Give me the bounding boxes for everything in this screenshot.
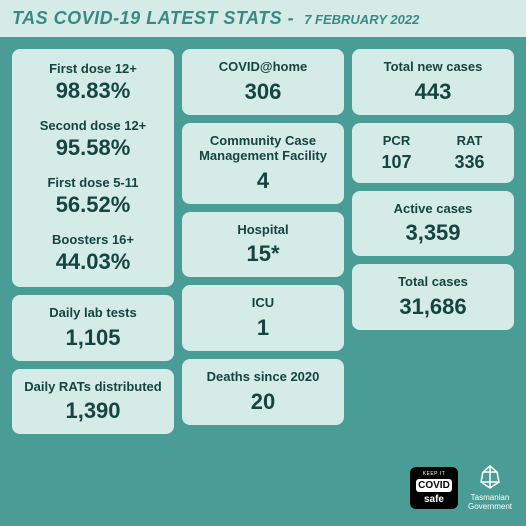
icu-label: ICU (190, 295, 336, 311)
total-cases-card: Total cases 31,686 (352, 264, 514, 330)
header: TAS COVID-19 LATEST STATS - 7 FEBRUARY 2… (0, 0, 526, 37)
tasmania-icon (475, 464, 505, 490)
pcr-value: 107 (381, 152, 411, 173)
new-cases-card: Total new cases 443 (352, 49, 514, 115)
icu-card: ICU 1 (182, 285, 344, 351)
pcr-label: PCR (381, 133, 411, 148)
lab-tests-value: 1,105 (20, 325, 166, 351)
ccmf-card: Community Case Management Facility 4 (182, 123, 344, 204)
covid-text: COVID (416, 479, 452, 492)
new-cases-value: 443 (360, 79, 506, 105)
rats-value: 1,390 (20, 398, 166, 424)
deaths-value: 20 (190, 389, 336, 415)
boosters-label: Boosters 16+ (20, 232, 166, 247)
covid-home-card: COVID@home 306 (182, 49, 344, 115)
column-2: COVID@home 306 Community Case Management… (182, 49, 344, 434)
ccmf-value: 4 (190, 168, 336, 194)
hospital-label: Hospital (190, 222, 336, 238)
first-dose-5-value: 56.52% (20, 192, 166, 218)
boosters: Boosters 16+ 44.03% (20, 232, 166, 275)
first-dose-12-label: First dose 12+ (20, 61, 166, 76)
hospital-card: Hospital 15* (182, 212, 344, 278)
total-cases-label: Total cases (360, 274, 506, 290)
rat-label: RAT (454, 133, 484, 148)
rats-label: Daily RATs distributed (20, 379, 166, 395)
first-dose-12-value: 98.83% (20, 78, 166, 104)
rat-col: RAT 336 (454, 133, 484, 173)
icu-value: 1 (190, 315, 336, 341)
header-date: 7 FEBRUARY 2022 (304, 12, 419, 27)
active-cases-label: Active cases (360, 201, 506, 217)
safe-text: safe (416, 494, 452, 505)
column-3: Total new cases 443 PCR 107 RAT 336 Acti… (352, 49, 514, 434)
active-cases-value: 3,359 (360, 220, 506, 246)
boosters-value: 44.03% (20, 249, 166, 275)
rat-value: 336 (454, 152, 484, 173)
header-title: TAS COVID-19 LATEST STATS - (12, 8, 294, 29)
tas-gov-logo: Tasmanian Government (468, 464, 512, 512)
new-cases-label: Total new cases (360, 59, 506, 75)
footer-logos: KEEP IT COVID safe Tasmanian Government (410, 464, 512, 512)
covid-safe-badge: KEEP IT COVID safe (410, 467, 458, 509)
pcr-rat-card: PCR 107 RAT 336 (352, 123, 514, 183)
covid-home-value: 306 (190, 79, 336, 105)
second-dose-12-value: 95.58% (20, 135, 166, 161)
rats-card: Daily RATs distributed 1,390 (12, 369, 174, 435)
first-dose-5: First dose 5-11 56.52% (20, 175, 166, 218)
total-cases-value: 31,686 (360, 294, 506, 320)
lab-tests-label: Daily lab tests (20, 305, 166, 321)
covid-home-label: COVID@home (190, 59, 336, 75)
active-cases-card: Active cases 3,359 (352, 191, 514, 257)
column-1: First dose 12+ 98.83% Second dose 12+ 95… (12, 49, 174, 434)
pcr-col: PCR 107 (381, 133, 411, 173)
tas-text-2: Government (468, 503, 512, 512)
deaths-card: Deaths since 2020 20 (182, 359, 344, 425)
ccmf-label: Community Case Management Facility (190, 133, 336, 164)
second-dose-12: Second dose 12+ 95.58% (20, 118, 166, 161)
stats-grid: First dose 12+ 98.83% Second dose 12+ 95… (0, 37, 526, 446)
hospital-value: 15* (190, 241, 336, 267)
vaccination-card: First dose 12+ 98.83% Second dose 12+ 95… (12, 49, 174, 287)
first-dose-5-label: First dose 5-11 (20, 175, 166, 190)
lab-tests-card: Daily lab tests 1,105 (12, 295, 174, 361)
first-dose-12: First dose 12+ 98.83% (20, 61, 166, 104)
deaths-label: Deaths since 2020 (190, 369, 336, 385)
second-dose-12-label: Second dose 12+ (20, 118, 166, 133)
keepit-text: KEEP IT (416, 471, 452, 477)
